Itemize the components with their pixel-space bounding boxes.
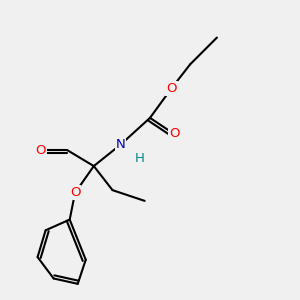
Text: H: H [134,152,144,164]
Text: O: O [70,186,80,199]
Text: O: O [35,143,46,157]
Text: O: O [169,128,179,140]
Text: N: N [116,138,125,151]
Text: O: O [166,82,177,95]
